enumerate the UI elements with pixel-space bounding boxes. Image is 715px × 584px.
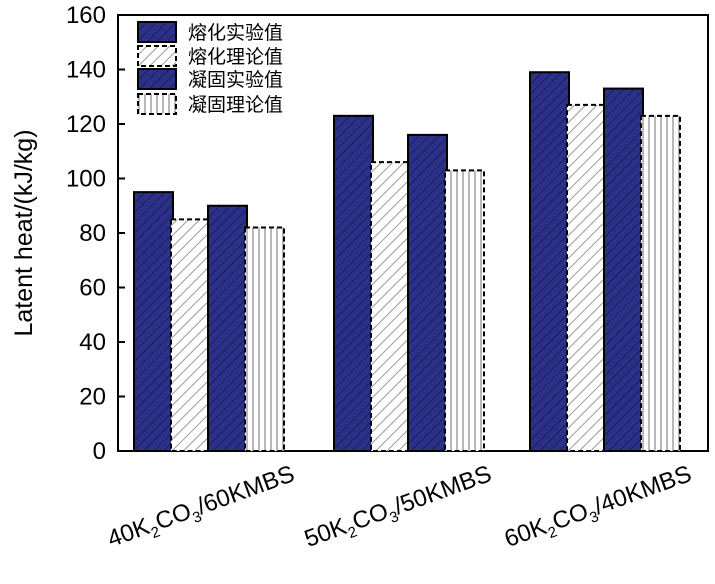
y-axis-title: Latent heat/(kJ/kg): [10, 129, 38, 336]
legend-label: 凝固实验值: [188, 69, 283, 91]
label-part: CO: [152, 498, 195, 536]
legend-swatch: [137, 93, 177, 115]
bar-series-2-cat-3: [566, 103, 607, 453]
legend-label: 熔化实验值: [188, 22, 283, 44]
bar-series-3-cat-1: [207, 204, 248, 452]
y-tick-label: 120: [66, 111, 106, 138]
label-part: 60K: [501, 513, 550, 553]
x-category-label: 60K2CO3/40KMBS: [501, 460, 697, 556]
legend-swatch: [137, 45, 177, 67]
y-tick-label: 40: [79, 329, 106, 356]
bar-series-4-cat-2: [444, 169, 485, 452]
y-tick-label: 140: [66, 57, 106, 84]
x-axis-labels: 40K2CO3/60KMBS50K2CO3/50KMBS60K2CO3/40KM…: [104, 460, 697, 556]
bar-series-3-cat-2: [407, 133, 448, 452]
x-category-label: 40K2CO3/60KMBS: [104, 460, 300, 556]
label-part: 50K: [301, 513, 350, 553]
label-part: 40K: [104, 513, 153, 553]
y-tick-label: 20: [79, 384, 106, 411]
label-part: CO: [549, 498, 592, 536]
y-axis: 0 20 40 60 80 100 120 140 160: [66, 2, 125, 465]
y-tick-label: 60: [79, 275, 106, 302]
label-part: /50KMBS: [391, 460, 496, 520]
bar-series-4-cat-3: [640, 114, 681, 452]
label-part: /40KMBS: [591, 460, 696, 520]
label-part: CO: [349, 498, 392, 536]
bars: [133, 71, 681, 453]
bar-series-4-cat-1: [244, 226, 285, 452]
bar-series-1-cat-3: [529, 71, 570, 452]
x-category-label: 50K2CO3/50KMBS: [301, 460, 497, 556]
bar-series-1-cat-2: [333, 114, 374, 452]
bar-series-2-cat-1: [170, 218, 211, 452]
legend-swatch: [137, 68, 177, 90]
legend-swatch: [137, 21, 177, 43]
y-tick-label: 80: [79, 220, 106, 247]
legend-label: 熔化理论值: [188, 46, 283, 68]
bar-series-2-cat-2: [370, 161, 411, 452]
legend-label: 凝固理论值: [188, 94, 283, 116]
label-part: /60KMBS: [194, 460, 299, 520]
bar-series-3-cat-3: [603, 87, 644, 452]
y-tick-label: 160: [66, 2, 106, 29]
y-tick-label: 0: [93, 438, 106, 465]
bar-series-1-cat-1: [133, 191, 174, 452]
y-tick-label: 100: [66, 166, 106, 193]
